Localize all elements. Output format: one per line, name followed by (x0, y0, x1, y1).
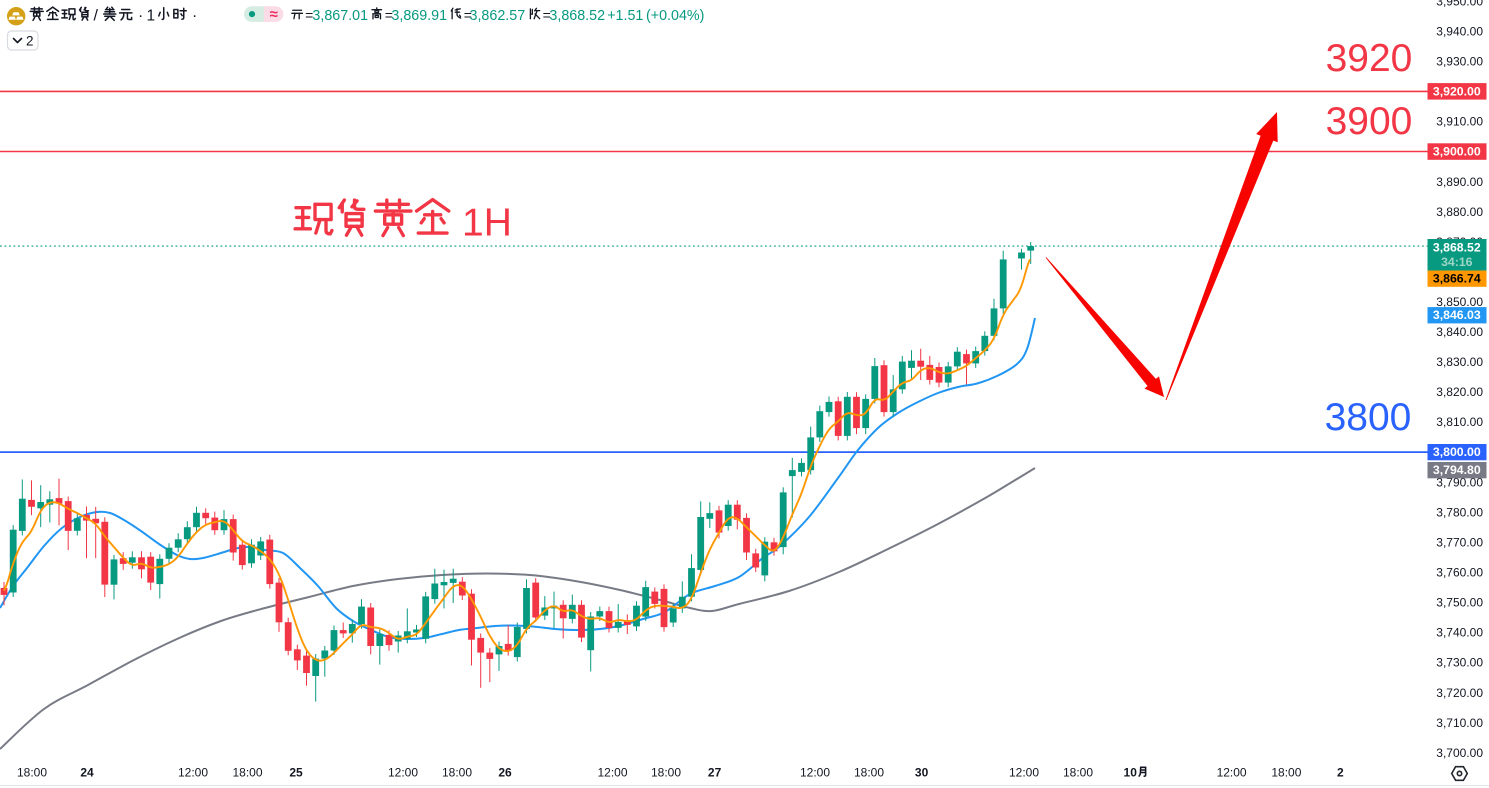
svg-text:10: 10 (1124, 765, 1138, 779)
svg-text:27: 27 (708, 765, 722, 779)
svg-text:24: 24 (80, 765, 94, 779)
svg-text:3,840.00: 3,840.00 (1436, 325, 1483, 339)
svg-text:3,770.00: 3,770.00 (1436, 536, 1483, 550)
svg-text:3,750.00: 3,750.00 (1436, 596, 1483, 610)
svg-text:3,940.00: 3,940.00 (1436, 25, 1483, 39)
svg-text:+1.51: +1.51 (607, 8, 643, 24)
svg-text:18:00: 18:00 (17, 765, 47, 779)
svg-text:34:16: 34:16 (1441, 255, 1473, 269)
svg-text:3,710.00: 3,710.00 (1436, 716, 1483, 730)
svg-text:3,920.00: 3,920.00 (1433, 84, 1481, 98)
svg-text:3,867.01: 3,867.01 (312, 8, 368, 24)
svg-text:18:00: 18:00 (1063, 765, 1093, 779)
svg-text:3,730.00: 3,730.00 (1436, 656, 1483, 670)
svg-text:30: 30 (915, 765, 929, 779)
svg-text:3,880.00: 3,880.00 (1436, 205, 1483, 219)
svg-text:3,700.00: 3,700.00 (1436, 746, 1483, 760)
svg-text:3,780.00: 3,780.00 (1436, 505, 1483, 519)
svg-text:12:00: 12:00 (800, 765, 830, 779)
svg-text:3800: 3800 (1325, 396, 1412, 439)
svg-text:3,760.00: 3,760.00 (1436, 566, 1483, 580)
svg-text:3,868.52: 3,868.52 (549, 8, 605, 24)
svg-text:3,868.52: 3,868.52 (1433, 241, 1481, 255)
svg-text:·: · (138, 7, 143, 24)
svg-text:12:00: 12:00 (178, 765, 208, 779)
svg-text:25: 25 (289, 765, 303, 779)
svg-text:18:00: 18:00 (854, 765, 884, 779)
svg-text:(+0.04%): (+0.04%) (646, 8, 704, 24)
svg-text:3,910.00: 3,910.00 (1436, 115, 1483, 129)
svg-text:2: 2 (1337, 765, 1344, 779)
svg-text:·: · (192, 7, 197, 24)
svg-text:12:00: 12:00 (1009, 765, 1039, 779)
svg-text:12:00: 12:00 (1217, 765, 1247, 779)
svg-text:3900: 3900 (1326, 100, 1413, 143)
svg-text:/: / (94, 7, 99, 24)
svg-text:3,930.00: 3,930.00 (1436, 55, 1483, 69)
svg-text:18:00: 18:00 (651, 765, 681, 779)
svg-text:3,950.00: 3,950.00 (1436, 0, 1483, 8)
svg-text:3,866.74: 3,866.74 (1433, 272, 1481, 286)
svg-text:=: = (464, 7, 472, 23)
svg-text:3,869.91: 3,869.91 (391, 8, 447, 24)
svg-text:3,830.00: 3,830.00 (1436, 355, 1483, 369)
svg-text:3,790.00: 3,790.00 (1436, 475, 1483, 489)
svg-text:18:00: 18:00 (442, 765, 472, 779)
svg-text:2: 2 (26, 34, 34, 49)
svg-text:3920: 3920 (1326, 37, 1413, 80)
svg-text:1: 1 (147, 7, 156, 24)
svg-text:=: = (543, 7, 551, 23)
svg-text:3,846.03: 3,846.03 (1433, 308, 1481, 322)
svg-text:3,862.57: 3,862.57 (470, 8, 526, 24)
svg-text:3,890.00: 3,890.00 (1436, 175, 1483, 189)
svg-text:18:00: 18:00 (232, 765, 262, 779)
svg-text:3,740.00: 3,740.00 (1436, 626, 1483, 640)
svg-text:≈: ≈ (270, 6, 278, 23)
svg-text:3,850.00: 3,850.00 (1436, 295, 1483, 309)
svg-text:=: = (305, 7, 313, 23)
svg-text:3,794.80: 3,794.80 (1433, 463, 1481, 477)
svg-text:3,800.00: 3,800.00 (1433, 445, 1481, 459)
svg-text:1H: 1H (462, 202, 512, 245)
svg-text:18:00: 18:00 (1271, 765, 1301, 779)
svg-text:3,810.00: 3,810.00 (1436, 415, 1483, 429)
svg-text:3,720.00: 3,720.00 (1436, 686, 1483, 700)
svg-text:12:00: 12:00 (388, 765, 418, 779)
svg-text:=: = (385, 7, 393, 23)
svg-text:12:00: 12:00 (597, 765, 627, 779)
svg-text:3,900.00: 3,900.00 (1433, 145, 1481, 159)
svg-text:3,820.00: 3,820.00 (1436, 385, 1483, 399)
svg-text:26: 26 (498, 765, 512, 779)
